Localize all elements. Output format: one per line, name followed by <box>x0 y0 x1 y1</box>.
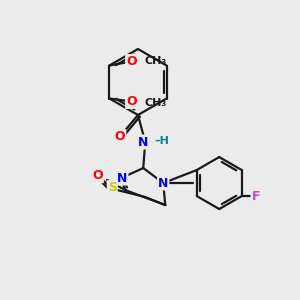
Text: N: N <box>117 172 128 184</box>
Text: O: O <box>126 95 137 108</box>
Text: N: N <box>138 136 148 148</box>
Text: O: O <box>126 55 137 68</box>
Text: CH₃: CH₃ <box>144 98 167 107</box>
Text: –H: –H <box>154 136 169 146</box>
Text: O: O <box>92 169 103 182</box>
Text: CH₃: CH₃ <box>144 56 167 65</box>
Text: S: S <box>108 181 117 194</box>
Text: N: N <box>158 176 168 190</box>
Text: F: F <box>251 190 260 202</box>
Text: O: O <box>115 130 125 143</box>
